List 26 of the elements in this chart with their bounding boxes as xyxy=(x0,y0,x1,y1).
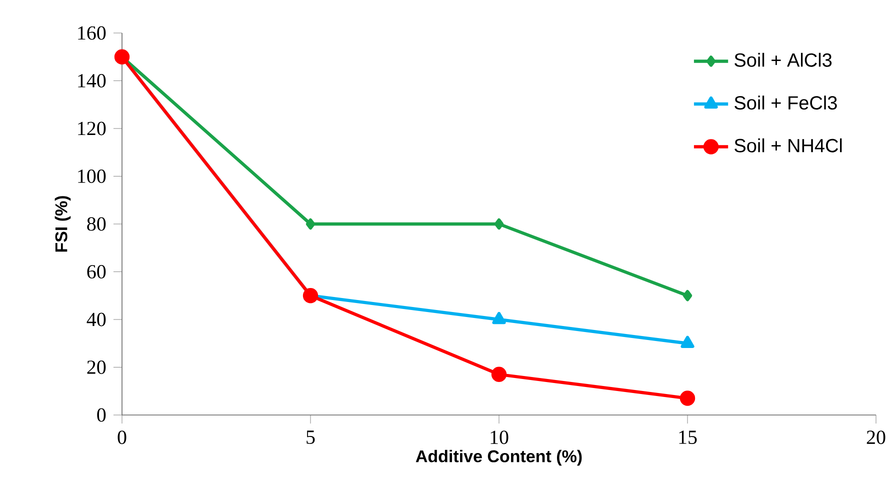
x-tick-label: 10 xyxy=(490,430,508,444)
y-tick-label: 80 xyxy=(87,217,106,231)
legend-label: Soil + AlCl3 xyxy=(734,52,832,67)
y-tick-label: 140 xyxy=(78,74,106,88)
y-tick-label: 0 xyxy=(97,408,106,422)
point xyxy=(114,49,130,64)
y-tick-label: 100 xyxy=(78,170,106,183)
x-tick-label: 15 xyxy=(679,430,697,444)
x-axis-title: Additive Content (%) xyxy=(416,450,582,466)
y-tick-label: 60 xyxy=(87,265,106,278)
point xyxy=(306,218,316,230)
y-tick-label: 120 xyxy=(78,122,106,136)
legend-label: Soil + FeCl3 xyxy=(734,96,837,110)
point xyxy=(682,290,692,302)
point xyxy=(302,288,318,304)
legend-label: Soil + NH4Cl xyxy=(734,138,842,152)
point xyxy=(494,218,504,230)
x-tick-label: 5 xyxy=(306,430,315,444)
point xyxy=(680,390,696,406)
x-tick-label: 0 xyxy=(118,430,126,444)
y-tick-label: 160 xyxy=(78,26,106,40)
point xyxy=(491,366,507,382)
y-tick-label: 20 xyxy=(87,360,106,374)
x-tick-label: 20 xyxy=(866,430,886,444)
y-axis-title: FSI (%) xyxy=(54,196,71,252)
y-tick-label: 40 xyxy=(86,312,106,326)
